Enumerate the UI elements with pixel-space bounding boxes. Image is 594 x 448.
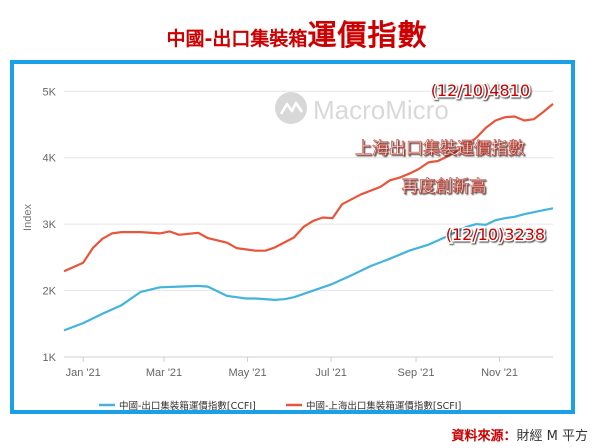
y-tick-label: 3K [43,219,57,231]
x-tick-label: May '21 [228,367,266,379]
source-label: 資料來源： [451,429,517,444]
y-tick-label: 2K [43,286,57,298]
ccfi-latest-value: (12/10)3238 [446,225,545,244]
source-value: 財經 M 平方 [516,429,588,444]
scfi-latest-value: (12/10)4810 [431,81,530,100]
x-tick-label: Sep '21 [398,367,435,379]
scfi-series-line [63,103,554,273]
legend-item-ccfi[interactable]: 中國-出口集裝箱運價指數[CCFI] [99,400,256,410]
y-axis-label: Index [22,204,34,231]
series [63,103,554,332]
x-tick-label: Nov '21 [481,367,518,379]
x-tick-label: Jul '21 [315,367,346,379]
legend-label-ccfi: 中國-出口集裝箱運價指數[CCFI] [119,400,256,410]
y-tick-label: 5K [43,86,57,98]
axes: 1K 2K 3K 4K 5K Jan '21 Mar '21 May '21 Jul '21 Se… [22,86,553,379]
scfi-series-label: 上海出口集裝運價指數 [355,139,525,159]
page-title: 中國-出口集裝箱運價指數 [0,12,594,54]
watermark-text: MacroMicro [313,95,449,125]
macromicro-logo-icon [275,92,307,124]
title-small: 中國-出口集裝箱 [166,28,308,50]
chart: 1K 2K 3K 4K 5K Jan '21 Mar '21 May '21 Jul '21 Se… [22,80,554,410]
source-note: 資料來源：財經 M 平方 [452,425,589,444]
y-tick-label: 4K [43,153,57,165]
legend: 中國-出口集裝箱運價指數[CCFI] 中國-上海出口集裝箱運價指數[SCFI] [99,400,461,410]
legend-item-scfi[interactable]: 中國-上海出口集裝箱運價指數[SCFI] [286,400,461,410]
x-tick-label: Jan '21 [66,367,101,379]
scfi-record-note: 再度創新高 [402,177,487,197]
title-large: 運價指數 [307,18,428,52]
x-tick-label: Mar '21 [146,367,182,379]
annotations: (12/10)4810 上海出口集裝運價指數 再度創新高 (12/10)3238 [355,80,547,246]
ccfi-series-line [63,207,554,332]
y-tick-label: 1K [43,352,57,364]
watermark: MacroMicro [275,92,449,125]
legend-label-scfi: 中國-上海出口集裝箱運價指數[SCFI] [306,400,461,410]
